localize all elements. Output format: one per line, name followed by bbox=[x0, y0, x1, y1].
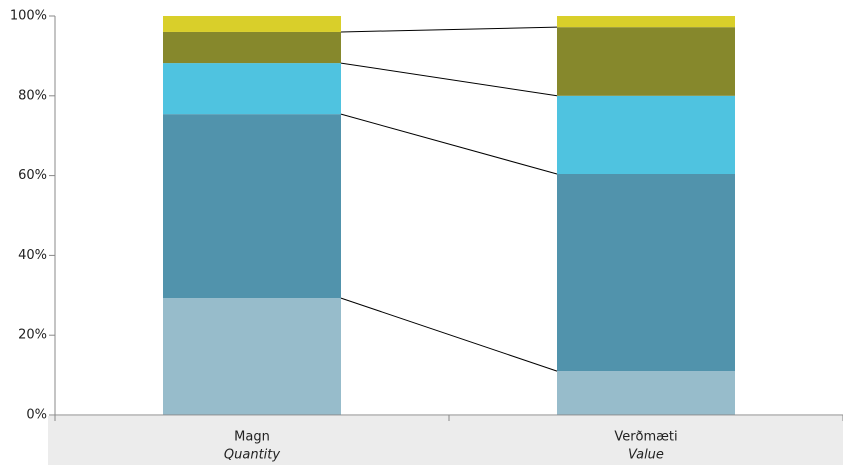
x-tick-sublabel: Quantity bbox=[224, 448, 280, 463]
bar-segment bbox=[557, 371, 735, 415]
bar-segment bbox=[163, 16, 341, 32]
bar-segment bbox=[163, 298, 341, 415]
bar-segment bbox=[557, 16, 735, 28]
connector-line bbox=[340, 297, 558, 372]
y-tick-label: 100% bbox=[10, 9, 47, 24]
bar-segment bbox=[163, 31, 341, 64]
bar-segment bbox=[163, 63, 341, 115]
bar-segment bbox=[163, 114, 341, 299]
bar-segment bbox=[557, 95, 735, 175]
x-tick-label: Magn bbox=[234, 430, 270, 445]
connector-line bbox=[340, 62, 558, 97]
bar-segment bbox=[557, 27, 735, 96]
connector-line bbox=[340, 26, 558, 33]
y-tick-label: 60% bbox=[18, 168, 47, 183]
category-band bbox=[48, 416, 843, 465]
x-tick-label: Verðmæti bbox=[614, 430, 677, 445]
y-tick-label: 40% bbox=[18, 248, 47, 263]
y-tick-label: 0% bbox=[26, 408, 47, 423]
connector-line bbox=[340, 113, 558, 175]
x-tick-sublabel: Value bbox=[628, 448, 664, 463]
bar-segment bbox=[557, 174, 735, 372]
y-tick-label: 80% bbox=[18, 88, 47, 103]
y-tick-label: 20% bbox=[18, 328, 47, 343]
